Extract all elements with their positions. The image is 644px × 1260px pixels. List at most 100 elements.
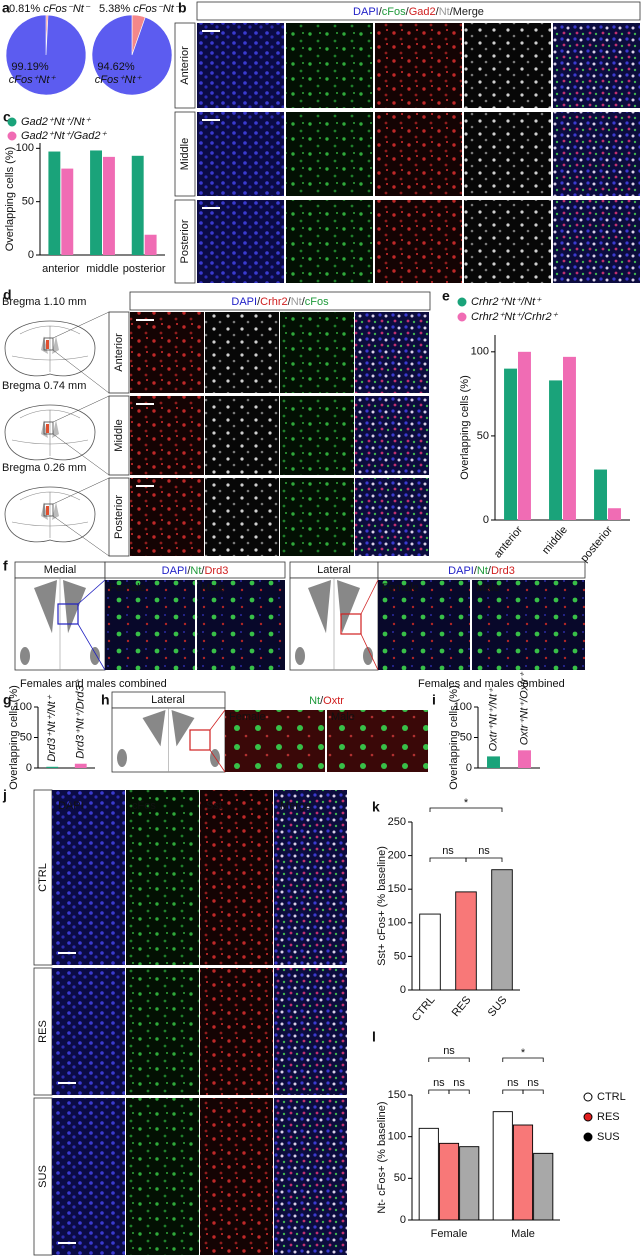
value-label: 0.81% — [9, 3, 40, 15]
note: Females and males combined — [20, 678, 167, 690]
region-box — [43, 503, 54, 517]
value-label: 94.62% — [97, 61, 135, 73]
row-label: CTRL — [37, 863, 49, 892]
micrograph — [105, 580, 195, 670]
region-box — [340, 613, 362, 635]
brain-schematic — [11, 491, 89, 538]
bar — [90, 150, 102, 255]
significance-label: ns — [453, 1077, 465, 1089]
legend-marker — [583, 1132, 593, 1142]
panel-letter: b — [178, 0, 187, 16]
micrograph — [205, 312, 279, 393]
significance-label: ns — [527, 1077, 539, 1089]
frame — [108, 395, 130, 476]
header-part: Oxtr — [323, 695, 344, 707]
x-tick-label: anterior — [42, 263, 80, 275]
connector — [77, 623, 106, 671]
micrograph — [200, 1098, 273, 1255]
bar — [512, 1124, 534, 1221]
micrograph — [274, 968, 347, 1095]
header-part: Nt — [291, 296, 302, 308]
micrograph — [286, 23, 373, 108]
significance-bracket — [428, 1057, 470, 1062]
header-part: / — [379, 6, 383, 18]
row-label: SUS — [37, 1165, 49, 1188]
significance-bracket — [429, 857, 467, 862]
micrograph — [464, 23, 551, 108]
micrograph — [464, 112, 551, 196]
brain-schematic — [11, 325, 89, 372]
micrograph — [355, 478, 429, 556]
y-tick-label: 100 — [454, 701, 472, 713]
connector — [52, 515, 110, 557]
header-part: DAPI — [353, 6, 379, 18]
panel-header: Nt/Oxtr — [309, 695, 344, 707]
sample-label: Female — [229, 711, 266, 723]
structure — [117, 749, 127, 767]
structure — [295, 647, 305, 665]
y-tick-label: 50 — [477, 430, 489, 442]
connector — [52, 349, 110, 394]
ventricle — [142, 710, 195, 747]
bar — [61, 168, 74, 255]
micrograph — [52, 1098, 125, 1255]
significance-label: * — [521, 1047, 526, 1059]
y-tick-label: 50 — [394, 950, 406, 962]
micrograph — [52, 790, 125, 965]
category-label: cFos⁺Nt⁺ — [9, 74, 57, 86]
y-tick-label: 150 — [388, 883, 406, 895]
bar — [459, 1146, 480, 1221]
column-label: DAPI — [58, 800, 84, 812]
legend-label: Gad2⁺Nt⁺/Nt⁺ — [21, 116, 92, 128]
connector — [209, 709, 226, 731]
y-tick-label: 200 — [388, 850, 406, 862]
y-axis-label: Nt- cFos+ (% baseline) — [376, 1101, 388, 1213]
sample-label: Female — [109, 582, 146, 594]
panel-letter: i — [432, 692, 436, 708]
micrograph — [553, 23, 640, 108]
micrograph — [205, 478, 279, 556]
frame — [108, 311, 130, 394]
x-tick-label: CTRL — [410, 994, 438, 1024]
brain-schematic — [11, 409, 89, 456]
ventricle — [308, 580, 360, 634]
micrograph — [274, 1098, 347, 1255]
slice-label: 0.81% cFos⁻Nt⁻ — [9, 3, 91, 15]
x-tick-label: Oxtr⁺Nt⁺/Oxtr⁺ — [518, 671, 530, 745]
significance-bracket — [502, 1089, 524, 1094]
header-part: Drd3 — [204, 565, 228, 577]
micrograph — [197, 112, 284, 196]
header-part: /Merge — [450, 6, 484, 18]
legend-label: SUS — [597, 1131, 620, 1143]
micrograph — [205, 396, 279, 475]
bregma-label: Bregma 1.10 mm — [2, 296, 86, 308]
header-part: / — [436, 6, 440, 18]
micrograph — [280, 478, 354, 556]
y-tick-label: 50 — [22, 196, 34, 208]
panel-letter: k — [372, 799, 380, 815]
x-tick-label: Drd3⁺Nt⁺/Drd3⁺ — [75, 678, 87, 758]
category-label: cFos⁻Nt⁻ — [43, 3, 91, 15]
bregma-label: Bregma 0.26 mm — [2, 462, 86, 474]
x-tick-label: posterior — [123, 263, 166, 275]
y-tick-label: 100 — [16, 142, 34, 154]
frame — [104, 561, 286, 579]
x-tick-label: Female — [431, 1228, 468, 1240]
panel-letter: a — [2, 0, 10, 16]
y-tick-label: 50 — [394, 1172, 406, 1184]
significance-label: ns — [433, 1077, 445, 1089]
x-tick-label: Drd3⁺Nt⁺/Nt⁺ — [46, 694, 58, 762]
category-label: cFos⁻Nt⁻ — [133, 3, 181, 15]
row-label: Anterior — [113, 333, 125, 372]
bar — [46, 766, 59, 768]
y-tick-label: 50 — [460, 731, 472, 743]
region-red — [46, 424, 49, 433]
frame — [377, 561, 586, 579]
y-tick-label: 100 — [14, 701, 32, 713]
region-label: Lateral — [317, 564, 351, 576]
connector — [52, 395, 110, 423]
micrograph — [126, 1098, 199, 1255]
significance-bracket — [428, 1089, 450, 1094]
micrograph — [197, 200, 284, 283]
